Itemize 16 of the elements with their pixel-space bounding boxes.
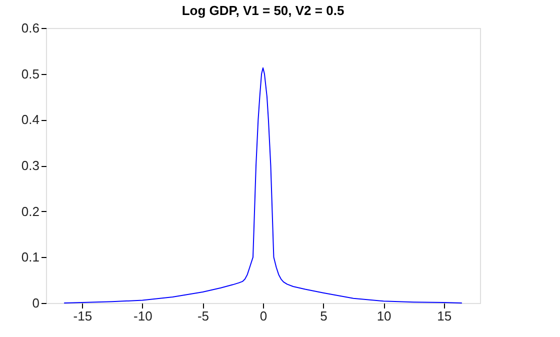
chart-title: Log GDP, V1 = 50, V2 = 0.5 [182, 3, 344, 18]
x-tick-label: -15 [73, 308, 92, 324]
y-tick-label: 0.5 [21, 66, 40, 82]
y-tick-label: 0 [32, 296, 40, 310]
x-tick-label: -5 [197, 308, 210, 324]
y-tick-label: 0.6 [21, 20, 40, 36]
x-tick-label: 5 [320, 308, 328, 324]
y-tick-label: 0.1 [21, 250, 40, 265]
y-tick-label: 0.4 [21, 112, 40, 128]
line-series [64, 67, 462, 304]
y-tick-label: 0.2 [21, 204, 40, 219]
x-tick-label: 15 [437, 308, 452, 324]
x-tick-label: 0 [260, 308, 268, 324]
y-tick-label: 0.3 [21, 158, 40, 173]
x-tick-label: -10 [134, 308, 152, 324]
x-tick-label: 10 [376, 308, 392, 324]
